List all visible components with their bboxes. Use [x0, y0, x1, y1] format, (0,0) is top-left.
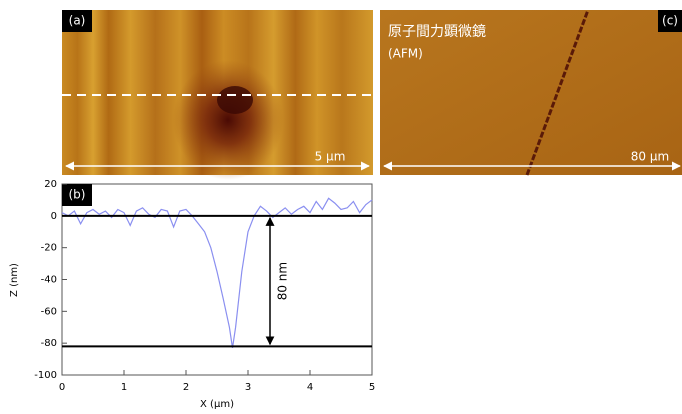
panel-label: (c)	[662, 14, 678, 28]
y-tick-label: -80	[41, 338, 57, 349]
annotation: 80 nm	[276, 262, 290, 300]
label-box	[658, 10, 682, 32]
panel-label: (a)	[69, 14, 86, 28]
x-tick-label: 4	[307, 382, 313, 393]
defect	[173, 60, 283, 180]
scale-label: 5 µm	[315, 150, 346, 164]
x-tick-label: 5	[369, 382, 375, 393]
x-axis-label: X (µm)	[200, 399, 234, 410]
y-tick-label: -20	[41, 243, 57, 254]
profile-line	[61, 197, 373, 349]
afm-image-c	[380, 10, 682, 175]
defect-core	[217, 86, 253, 114]
y-tick-label: -40	[41, 275, 57, 286]
scratch	[525, 9, 590, 176]
scale-label: 80 µm	[631, 150, 669, 164]
panel-title: 原子間力顕微鏡	[388, 24, 486, 40]
x-tick-label: 2	[183, 382, 189, 393]
panel-subtitle: (AFM)	[388, 47, 423, 61]
y-tick-label: -100	[34, 370, 57, 381]
x-tick-label: 0	[59, 382, 65, 393]
label-box	[62, 10, 92, 32]
y-axis-label: Z (nm)	[9, 263, 20, 297]
y-tick-label: -60	[41, 306, 57, 317]
label-box	[62, 184, 92, 206]
panel-label: (b)	[69, 188, 86, 202]
x-tick-label: 3	[245, 382, 251, 393]
y-tick-label: 20	[44, 179, 57, 190]
x-tick-label: 1	[121, 382, 127, 393]
y-tick-label: 0	[51, 211, 57, 222]
